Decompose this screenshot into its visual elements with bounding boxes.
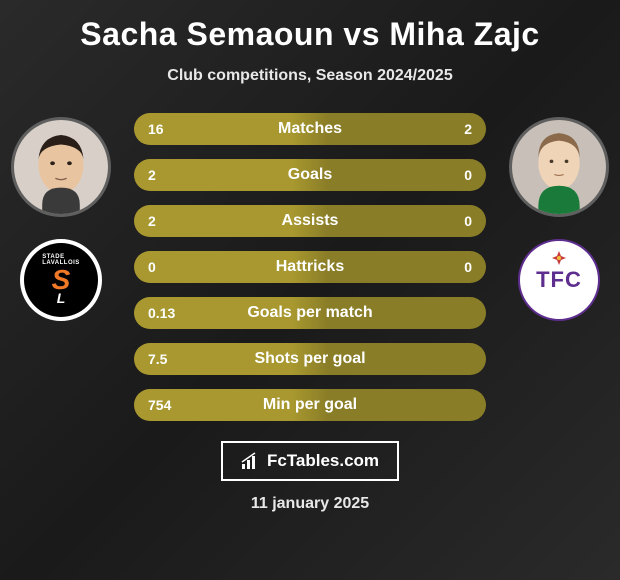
stat-row: 2 Assists 0 [134, 205, 486, 237]
left-column: STADELAVALLOIS S L [6, 113, 116, 321]
player2-face-icon [512, 120, 606, 214]
stat-left-value: 0.13 [148, 305, 198, 321]
stat-left-value: 2 [148, 167, 198, 183]
subtitle: Club competitions, Season 2024/2025 [167, 67, 452, 85]
stat-left-value: 2 [148, 213, 198, 229]
player2-club-badge: TFC [518, 239, 600, 321]
stat-left-value: 754 [148, 397, 198, 413]
stats-column: 16 Matches 2 2 Goals 0 2 Assists 0 0 Hattricks 0 0.1… [134, 113, 486, 421]
stat-label: Hattricks [276, 258, 344, 276]
right-column: TFC [504, 113, 614, 321]
stat-right-value: 0 [422, 259, 472, 275]
stat-right-value: 0 [422, 167, 472, 183]
stat-row: 0.13 Goals per match [134, 297, 486, 329]
tfc-cross-icon [552, 251, 566, 265]
stat-label: Assists [282, 212, 339, 230]
stat-row: 0 Hattricks 0 [134, 251, 486, 283]
player2-avatar [509, 117, 609, 217]
club2-text: TFC [536, 267, 582, 293]
brand-logo: FcTables.com [221, 441, 399, 481]
player1-avatar [11, 117, 111, 217]
player1-club-badge: STADELAVALLOIS S L [20, 239, 102, 321]
chart-icon [241, 452, 261, 470]
stat-label: Goals per match [247, 304, 372, 322]
stat-left-value: 0 [148, 259, 198, 275]
comparison-card: Sacha Semaoun vs Miha Zajc Club competit… [0, 0, 620, 580]
stat-right-value: 2 [422, 121, 472, 137]
stat-row: 7.5 Shots per goal [134, 343, 486, 375]
stat-label: Matches [278, 120, 342, 138]
stat-label: Min per goal [263, 396, 357, 414]
stat-label: Shots per goal [254, 350, 365, 368]
page-title: Sacha Semaoun vs Miha Zajc [80, 16, 539, 53]
stat-left-value: 7.5 [148, 351, 198, 367]
club1-l-icon: L [57, 290, 66, 306]
player1-face-icon [14, 120, 108, 214]
brand-text: FcTables.com [267, 451, 379, 471]
stat-row: 754 Min per goal [134, 389, 486, 421]
date-text: 11 january 2025 [251, 495, 369, 513]
stat-right-value: 0 [422, 213, 472, 229]
stat-row: 2 Goals 0 [134, 159, 486, 191]
stat-label: Goals [288, 166, 332, 184]
stat-left-value: 16 [148, 121, 198, 137]
stat-row: 16 Matches 2 [134, 113, 486, 145]
main-area: STADELAVALLOIS S L 16 Matches 2 2 Goals 0 2 Ass… [0, 113, 620, 421]
footer: FcTables.com 11 january 2025 [221, 441, 399, 513]
